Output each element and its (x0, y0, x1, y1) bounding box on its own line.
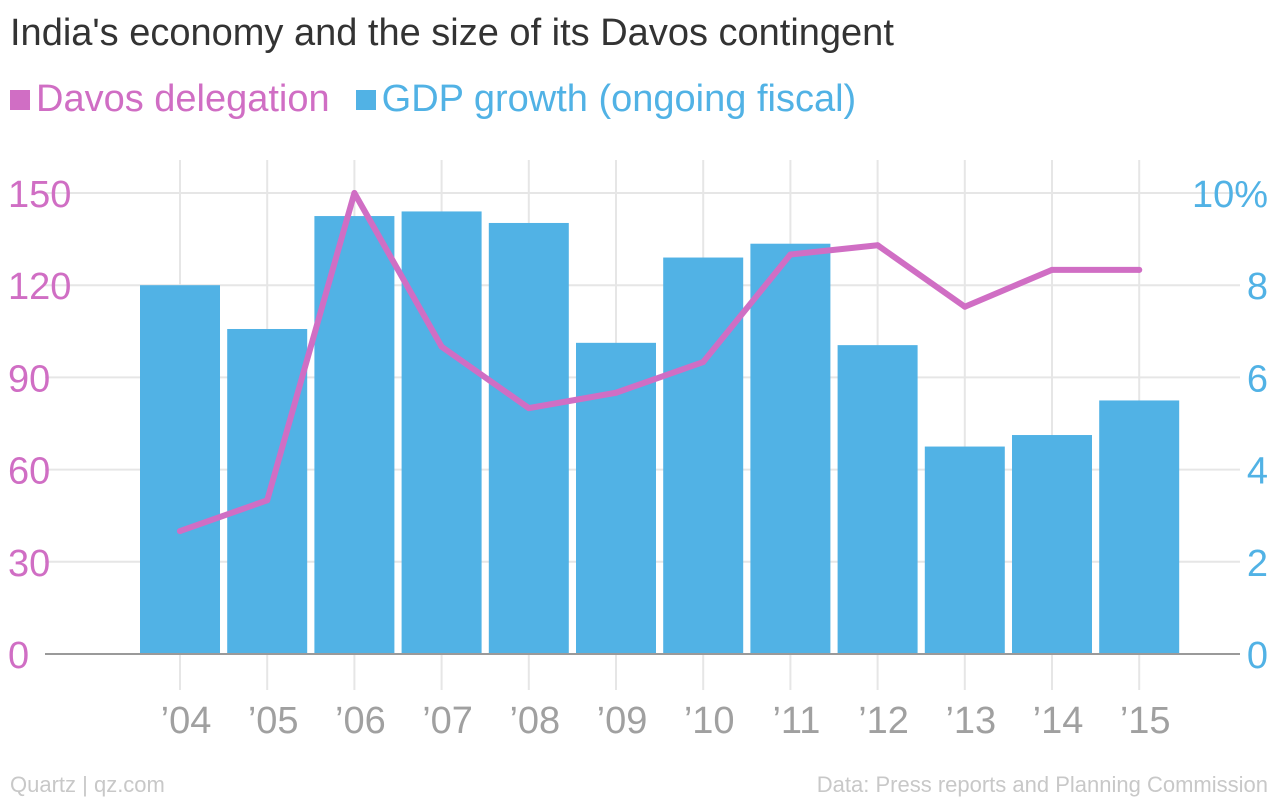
x-tick-label: ’05 (248, 700, 299, 742)
x-tick-label: ’06 (335, 700, 386, 742)
y-right-tick-label: 8 (1247, 266, 1268, 308)
legend-item-delegation: Davos delegation (10, 78, 330, 121)
bar-gdp-6 (663, 257, 744, 654)
y-right-tick-label: 6 (1247, 358, 1268, 400)
legend-swatch-gdp (355, 89, 376, 110)
chart-title: India's economy and the size of its Davo… (10, 12, 894, 54)
y-left-tick-label: 120 (8, 266, 71, 308)
y-right-tick-label: 10% (1192, 174, 1268, 216)
bar-gdp-9 (924, 446, 1005, 654)
point-delegation-1 (264, 497, 271, 504)
footer-source: Data: Press reports and Planning Commiss… (816, 772, 1268, 797)
y-left-tick-label: 30 (8, 543, 50, 585)
point-delegation-6 (700, 359, 707, 366)
bar-gdp-7 (750, 243, 831, 654)
y-right-tick-label: 0 (1247, 635, 1268, 677)
y-left-tick-label: 150 (8, 174, 71, 216)
bar-gdp-10 (1012, 435, 1092, 654)
x-tick-label: ’15 (1120, 700, 1171, 742)
legend-item-gdp: GDP growth (ongoing fiscal) (355, 78, 857, 121)
legend-label-gdp: GDP growth (ongoing fiscal) (381, 78, 857, 120)
bar-gdp-8 (837, 345, 918, 654)
y-right-tick-label: 2 (1247, 543, 1268, 585)
bar-gdp-5 (576, 342, 656, 654)
y-left-tick-label: 60 (8, 451, 50, 493)
line-delegation (177, 190, 1143, 535)
point-delegation-7 (787, 251, 794, 258)
point-delegation-10 (1049, 266, 1055, 273)
x-tick-label: ’11 (772, 700, 820, 742)
x-tick-label: ’09 (597, 700, 648, 742)
y-left-tick-label: 90 (8, 358, 50, 400)
bar-gdp-4 (488, 222, 569, 654)
point-delegation-5 (613, 389, 619, 396)
footer-credit: Quartz | qz.com (10, 772, 165, 797)
legend-swatch-delegation (10, 89, 30, 110)
legend: Davos delegation GDP growth (ongoing fis… (10, 78, 882, 121)
bar-gdp-0 (140, 285, 220, 654)
x-tick-label: ’08 (509, 700, 560, 742)
bar-gdp-11 (1099, 400, 1180, 654)
point-delegation-3 (438, 343, 445, 350)
bar-gdp-3 (401, 211, 482, 654)
point-delegation-0 (177, 528, 183, 535)
point-delegation-8 (874, 242, 881, 249)
x-tick-label: ’14 (1033, 700, 1084, 742)
x-tick-label: ’07 (422, 700, 473, 742)
point-delegation-4 (525, 405, 532, 412)
y-left-tick-label: 0 (8, 635, 29, 677)
y-right-tick-label: 4 (1247, 451, 1268, 493)
point-delegation-2 (351, 190, 358, 196)
x-tick-label: ’12 (858, 700, 909, 742)
x-tick-label: ’10 (684, 700, 735, 742)
point-delegation-9 (961, 303, 968, 310)
legend-label-delegation: Davos delegation (36, 78, 330, 120)
point-delegation-11 (1136, 266, 1143, 273)
x-tick-label: ’13 (945, 700, 996, 742)
x-tick-label: ’04 (161, 700, 212, 742)
